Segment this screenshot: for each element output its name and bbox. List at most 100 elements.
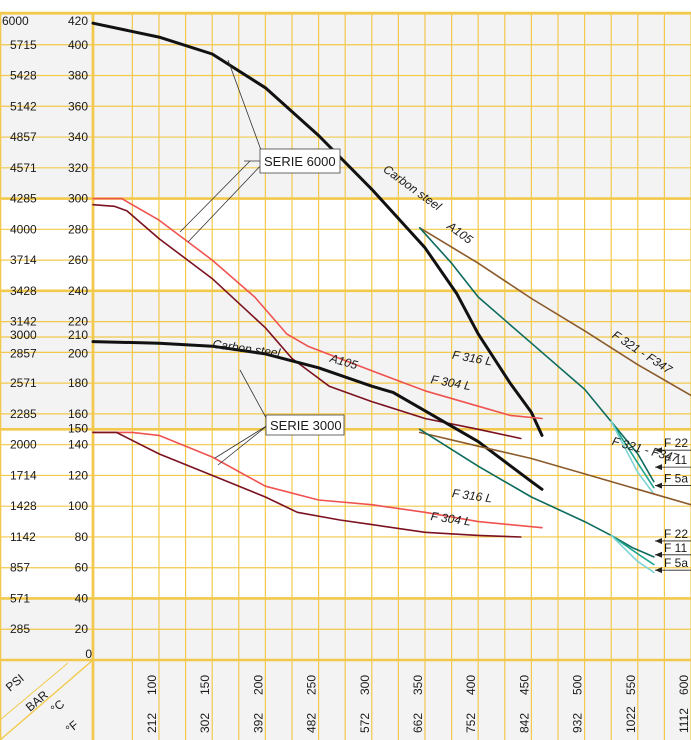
y-axis-ticks: 4206000400571538054283605142340485732045… bbox=[2, 14, 92, 661]
y-tick-psi-2: 5428 bbox=[10, 69, 37, 83]
y-tick-psi-16: 2000 bbox=[10, 438, 37, 452]
series-line-serie-3000-carbon-steel-a105 bbox=[91, 340, 544, 491]
y-tick-psi-5: 4571 bbox=[10, 161, 37, 175]
y-tick-psi-22: 285 bbox=[10, 622, 30, 636]
y-tick-psi-11: 3000 bbox=[10, 328, 37, 342]
callout-6000-0 bbox=[227, 59, 266, 162]
y-tick-psi-4: 4857 bbox=[10, 130, 37, 144]
y-tick-bar-22: 20 bbox=[75, 622, 89, 636]
y-tick-bar-20: 60 bbox=[75, 561, 89, 575]
y-tick-bar-6: 300 bbox=[68, 192, 88, 206]
series-line-serie-6000-carbon-steel-a105 bbox=[91, 21, 544, 437]
curve-label-9: F 304 L bbox=[430, 509, 472, 528]
end-label-1: F 11 bbox=[664, 453, 687, 467]
x-axis-ticks: 100 150 200 250 300 350 400 450 500 550 600 212 302 3… bbox=[145, 675, 691, 733]
y-tick-psi-0: 6000 bbox=[2, 14, 29, 28]
callout-3000-1 bbox=[214, 424, 269, 459]
serie-6000-label: SERIE 6000 bbox=[264, 154, 336, 169]
series-line-serie-6000-f-321-f347 bbox=[418, 227, 691, 397]
series-line-serie-3000-f-304-l bbox=[92, 431, 522, 538]
y-tick-bar-0: 420 bbox=[68, 14, 88, 28]
end-label-arrow-5 bbox=[655, 567, 662, 574]
callout-6000-1 bbox=[179, 160, 251, 233]
curve-label-3: F 316 L bbox=[451, 348, 493, 369]
end-label-0: F 22 bbox=[664, 436, 688, 450]
series-line-serie-6000-f-304-l bbox=[92, 203, 522, 440]
y-tick-psi-21: 571 bbox=[10, 591, 30, 605]
end-label-3: F 22 bbox=[664, 527, 688, 541]
x-tick-c-1: 150 bbox=[198, 675, 212, 695]
end-label-arrow-4 bbox=[655, 551, 662, 558]
y-tick-bar-5: 320 bbox=[68, 161, 88, 175]
y-tick-bar-23: 0 bbox=[85, 647, 92, 661]
callout-3000-2 bbox=[217, 424, 269, 466]
y-tick-bar-7: 280 bbox=[68, 222, 88, 236]
x-tick-c-10: 600 bbox=[677, 675, 691, 695]
serie-3000-box: SERIE 3000 bbox=[265, 414, 345, 436]
end-label-arrow-0 bbox=[655, 447, 662, 454]
y-tick-bar-8: 260 bbox=[68, 253, 88, 267]
x-tick-f-5: 662 bbox=[411, 713, 425, 733]
series-line-serie-6000-f-22 bbox=[418, 227, 655, 483]
y-tick-psi-6: 4285 bbox=[10, 192, 37, 206]
y-tick-psi-14: 2285 bbox=[10, 407, 37, 421]
corner-diagonal bbox=[0, 662, 69, 721]
y-tick-bar-18: 100 bbox=[68, 499, 88, 513]
x-tick-c-9: 550 bbox=[624, 675, 638, 695]
callout-6000-2 bbox=[187, 160, 266, 243]
y-tick-bar-11: 210 bbox=[68, 328, 88, 342]
callout-3000-0 bbox=[239, 369, 271, 426]
y-tick-psi-12: 2857 bbox=[10, 346, 37, 360]
x-tick-f-0: 212 bbox=[145, 713, 159, 733]
curve-label-8: F 316 L bbox=[451, 486, 493, 505]
y-tick-bar-4: 340 bbox=[68, 130, 88, 144]
serie-callout-lines bbox=[179, 59, 271, 466]
x-tick-f-6: 752 bbox=[464, 713, 478, 733]
grid-lines bbox=[0, 11, 691, 740]
end-label-2: F 5a bbox=[664, 472, 688, 486]
series-line-serie-6000-f-5a bbox=[610, 420, 655, 495]
x-tick-f-8: 932 bbox=[571, 713, 585, 733]
x-tick-c-3: 250 bbox=[305, 675, 319, 695]
x-tick-c-0: 100 bbox=[145, 675, 159, 695]
x-tick-c-6: 400 bbox=[464, 675, 478, 695]
series-line-serie-3000-f-5a bbox=[610, 534, 655, 574]
y-tick-psi-17: 1714 bbox=[10, 468, 37, 482]
y-tick-psi-20: 857 bbox=[10, 561, 30, 575]
x-tick-c-5: 350 bbox=[411, 675, 425, 695]
series-line-serie-3000-f-11 bbox=[610, 534, 655, 566]
end-label-arrow-2 bbox=[655, 482, 662, 489]
y-tick-bar-2: 380 bbox=[68, 69, 88, 83]
curve-label-4: F 304 L bbox=[430, 372, 472, 393]
series-line-serie-6000-f-11 bbox=[610, 420, 655, 489]
curve-label-1: A105 bbox=[444, 218, 476, 247]
y-tick-psi-13: 2571 bbox=[10, 376, 37, 390]
y-tick-bar-17: 120 bbox=[68, 468, 88, 482]
series-line-serie-3000-f-321-f347 bbox=[418, 431, 691, 506]
series-lines bbox=[91, 21, 691, 574]
series-line-serie-3000-f-22 bbox=[418, 428, 655, 558]
x-tick-c-8: 500 bbox=[571, 675, 585, 695]
y-tick-psi-8: 3714 bbox=[10, 253, 37, 267]
x-tick-f-3: 482 bbox=[305, 713, 319, 733]
x-tick-f-9: 1022 bbox=[624, 706, 638, 733]
y-tick-bar-12: 200 bbox=[68, 346, 88, 360]
y-tick-psi-18: 1428 bbox=[10, 499, 37, 513]
x-tick-c-4: 300 bbox=[358, 675, 372, 695]
end-label-arrow-1 bbox=[655, 464, 662, 471]
y-tick-psi-7: 4000 bbox=[10, 222, 37, 236]
y-tick-bar-16: 140 bbox=[68, 438, 88, 452]
y-tick-bar-9: 240 bbox=[68, 284, 88, 298]
x-tick-c-2: 200 bbox=[251, 675, 265, 695]
y-tick-bar-13: 180 bbox=[68, 376, 88, 390]
series-line-serie-6000-f-316-l bbox=[92, 197, 543, 420]
x-tick-f-4: 572 bbox=[358, 713, 372, 733]
end-label-5: F 5a bbox=[664, 556, 688, 570]
x-tick-f-10: 1112 bbox=[677, 708, 691, 733]
serie-6000-box: SERIE 6000 bbox=[259, 148, 341, 174]
y-tick-psi-9: 3428 bbox=[10, 284, 37, 298]
y-tick-psi-19: 1142 bbox=[10, 530, 36, 544]
y-tick-bar-10: 220 bbox=[68, 315, 88, 329]
end-labels: F 22F 11F 5aF 22F 11F 5a bbox=[655, 436, 691, 574]
